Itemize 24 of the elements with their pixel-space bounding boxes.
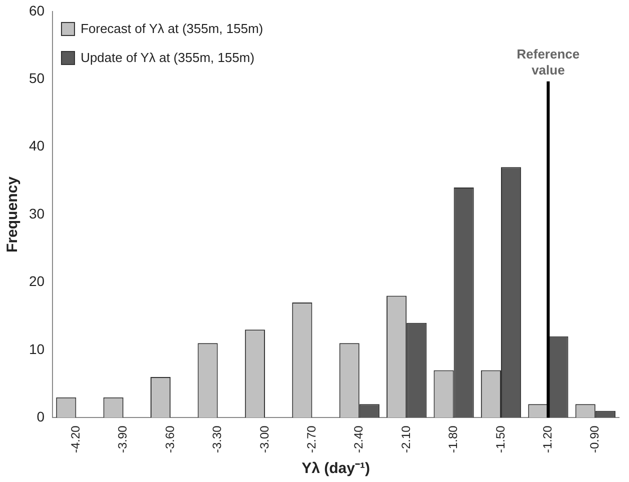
x-tick-label: -3.90 xyxy=(116,425,130,454)
y-tick-label: 30 xyxy=(28,205,45,222)
x-tick-label: -0.90 xyxy=(588,425,602,454)
y-axis-title: Frequency xyxy=(4,176,22,252)
x-tick-label: -3.00 xyxy=(257,425,272,454)
y-tick-label: 0 xyxy=(36,408,45,425)
y-tick-label: 60 xyxy=(28,2,45,18)
ref-line-label: Reference value xyxy=(516,46,580,78)
x-tick-label: -1.50 xyxy=(493,425,508,454)
x-tick-label: -2.40 xyxy=(352,425,366,454)
y-tick-label: 40 xyxy=(28,138,45,154)
x-tick-label: -4.20 xyxy=(68,425,82,454)
x-tick-label: -2.70 xyxy=(304,425,318,454)
y-tick-label: 10 xyxy=(28,340,45,357)
legend-label: Forecast of Yλ at (355m, 155m) xyxy=(80,21,264,36)
y-tick-label: 20 xyxy=(28,273,45,290)
x-tick-label: -1.80 xyxy=(446,425,460,454)
x-axis-title: Yλ (day⁻¹) xyxy=(302,460,370,478)
x-tick-label: -3.60 xyxy=(162,425,177,454)
x-tick-label: -3.30 xyxy=(210,425,224,454)
y-tick-label: 50 xyxy=(28,70,45,86)
legend-label: Update of Yλ at (355m, 155m) xyxy=(80,50,254,66)
x-tick-label: -2.10 xyxy=(398,425,413,454)
x-tick-label: -1.20 xyxy=(540,425,555,454)
